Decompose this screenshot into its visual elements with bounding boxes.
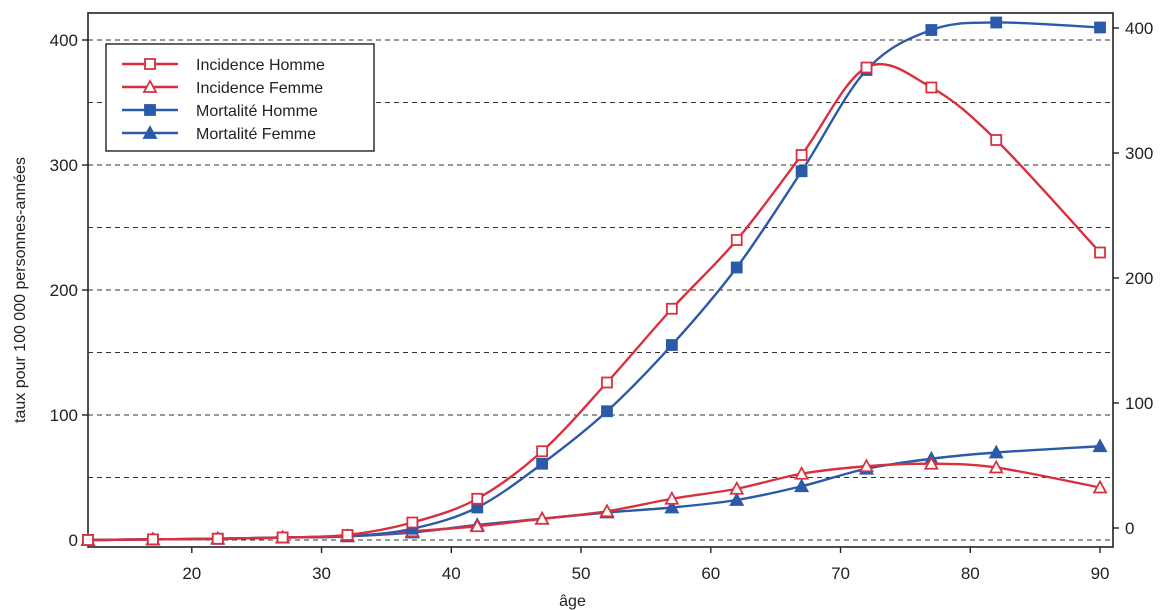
data-point (664, 490, 680, 505)
x-tick-label: 50 (572, 564, 591, 583)
series-line (87, 445, 1101, 542)
data-point (469, 518, 485, 533)
y-tick-label-left: 100 (50, 406, 78, 425)
legend-label: Incidence Femme (196, 80, 323, 97)
data-point (730, 234, 743, 246)
data-point (471, 492, 484, 505)
data-point (536, 445, 549, 458)
legend: Incidence Homme Incidence Femme Mortalité … (105, 43, 375, 152)
series-incidence-femme (80, 455, 1108, 546)
data-point (276, 531, 289, 544)
data-point (1092, 479, 1108, 494)
y-tick-label-right: 0 (1125, 519, 1134, 538)
data-point (601, 376, 613, 389)
x-tick-label: 70 (831, 564, 850, 583)
y-tick-label-left: 300 (50, 156, 78, 175)
data-point (601, 405, 613, 418)
data-point (794, 478, 810, 493)
data-point (860, 61, 873, 74)
axis-ticks: 0 100 200 300 400 0 100 200 300 400 20 30 40 50 60 70 80… (50, 19, 1154, 583)
x-tick-label: 90 (1091, 564, 1110, 583)
legend-marker (142, 125, 158, 139)
data-point (988, 459, 1004, 474)
data-point (599, 503, 615, 518)
plot-frame (87, 12, 1114, 548)
data-point (406, 516, 419, 529)
data-point (730, 261, 743, 274)
data-point (82, 534, 94, 546)
y-tick-label-left: 400 (50, 31, 78, 50)
data-point (341, 529, 354, 541)
y-tick-label-right: 400 (1125, 19, 1153, 38)
data-point (665, 302, 678, 315)
data-point (536, 457, 549, 470)
data-point (990, 134, 1003, 146)
data-point (211, 532, 224, 545)
data-point (665, 339, 678, 351)
data-point (988, 444, 1004, 459)
data-point (794, 465, 810, 480)
data-point (795, 149, 808, 161)
x-tick-label: 20 (182, 564, 201, 583)
data-point (858, 458, 874, 473)
legend-marker (144, 104, 156, 116)
data-point (729, 492, 745, 506)
data-point (664, 499, 680, 514)
y-axis-label: taux pour 100 000 personnes-années (12, 157, 29, 423)
data-point (923, 455, 939, 470)
x-tick-label: 30 (312, 564, 331, 583)
series-line (87, 462, 1101, 542)
y-tick-label-right: 300 (1125, 144, 1153, 163)
data-point (925, 81, 938, 94)
legend-marker (144, 58, 156, 70)
y-tick-label-left: 200 (50, 281, 78, 300)
series-group (80, 16, 1108, 546)
y-tick-label-right: 200 (1125, 269, 1153, 288)
data-point (1092, 438, 1108, 453)
data-point (729, 480, 745, 495)
x-axis-label: âge (559, 593, 586, 610)
series-mortalit-femme (80, 438, 1108, 546)
series-incidence-homme (82, 61, 1106, 546)
data-point (925, 24, 938, 36)
legend-label: Incidence Homme (196, 57, 325, 74)
data-point (534, 510, 550, 525)
data-point (990, 16, 1003, 29)
x-tick-label: 40 (442, 564, 461, 583)
data-point (795, 165, 808, 178)
data-point (1094, 21, 1106, 34)
y-tick-label-left: 0 (69, 531, 78, 550)
legend-label: Mortalité Femme (196, 126, 316, 143)
legend-marker (142, 79, 158, 93)
y-tick-label-right: 100 (1125, 394, 1153, 413)
x-tick-label: 80 (961, 564, 980, 583)
x-tick-label: 60 (701, 564, 720, 583)
data-point (146, 533, 159, 546)
legend-label: Mortalité Homme (196, 103, 318, 120)
data-point (1094, 246, 1106, 259)
